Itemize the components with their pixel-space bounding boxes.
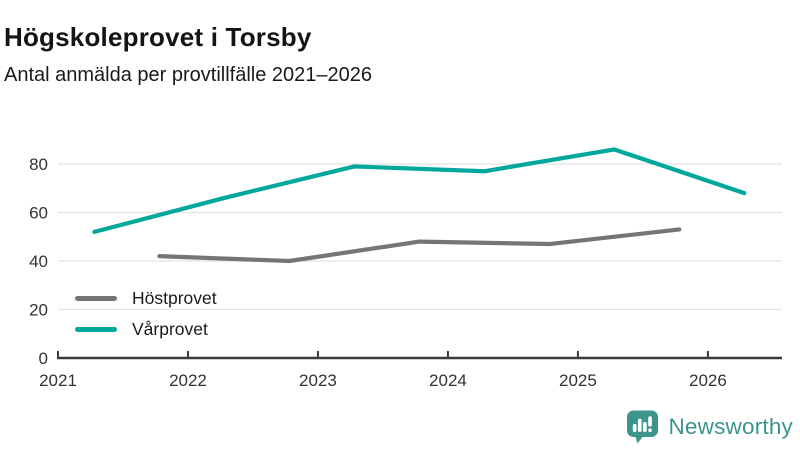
legend-swatch-hostprovet (75, 296, 117, 301)
x-tick-label: 2024 (429, 371, 467, 390)
y-tick-label: 80 (29, 155, 48, 174)
series-line-hstprovet (157, 227, 682, 264)
x-tick-label: 2021 (39, 371, 77, 390)
logo-bubble (627, 410, 659, 444)
x-tick-label: 2026 (689, 371, 727, 390)
legend-label-hostprovet: Höstprovet (132, 288, 217, 308)
y-tick-label: 0 (39, 349, 48, 368)
x-tick-label: 2022 (169, 371, 207, 390)
chart-title: Högskoleprovet i Torsby (4, 22, 312, 53)
legend-label-varprovet: Vårprovet (132, 319, 208, 339)
x-tick-label: 2025 (559, 371, 597, 390)
chart-legend: Höstprovet Vårprovet (75, 283, 217, 345)
x-tick-label: 2023 (299, 371, 337, 390)
bar-chart-speech-bubble-icon (627, 410, 659, 444)
newsworthy-logo: Newsworthy (626, 410, 793, 444)
legend-item-varprovet: Vårprovet (75, 314, 217, 345)
y-tick-label: 40 (29, 252, 48, 271)
logo-bars (633, 416, 653, 433)
series-line-vrprovet (92, 147, 747, 234)
chart-subtitle: Antal anmälda per provtillfälle 2021–202… (4, 64, 373, 86)
legend-item-hostprovet: Höstprovet (75, 283, 217, 314)
y-tick-label: 20 (29, 301, 48, 320)
y-tick-label: 60 (29, 204, 48, 223)
legend-swatch-varprovet (75, 327, 117, 332)
newsworthy-logo-text: Newsworthy (668, 414, 793, 439)
